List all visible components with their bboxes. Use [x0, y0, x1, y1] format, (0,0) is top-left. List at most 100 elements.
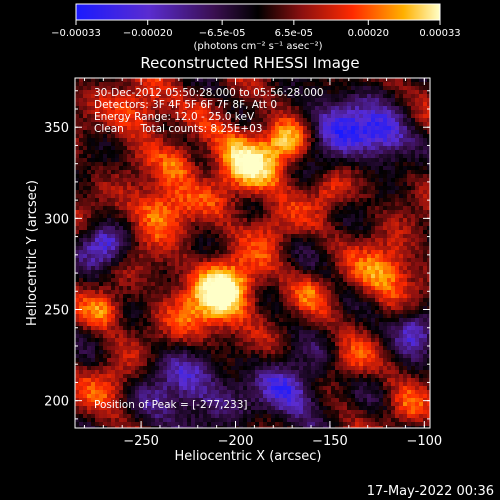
- heatmap-cell: [159, 270, 163, 274]
- heatmap-cell: [287, 266, 291, 270]
- heatmap-cell: [327, 106, 331, 110]
- heatmap-cell: [215, 110, 219, 114]
- heatmap-cell: [419, 150, 423, 154]
- heatmap-cell: [135, 222, 139, 226]
- heatmap-cell: [419, 294, 423, 298]
- heatmap-cell: [255, 234, 259, 238]
- heatmap-cell: [243, 294, 247, 298]
- heatmap-cell: [227, 294, 231, 298]
- heatmap-cell: [227, 98, 231, 102]
- heatmap-cell: [283, 194, 287, 198]
- heatmap-cell: [423, 142, 427, 146]
- heatmap-cell: [131, 82, 135, 86]
- heatmap-cell: [279, 102, 283, 106]
- heatmap-cell: [311, 218, 315, 222]
- heatmap-cell: [263, 106, 267, 110]
- heatmap-cell: [427, 230, 430, 234]
- heatmap-cell: [359, 222, 363, 226]
- heatmap-cell: [311, 94, 315, 98]
- heatmap-cell: [423, 98, 427, 102]
- heatmap-cell: [87, 146, 91, 150]
- heatmap-cell: [395, 130, 399, 134]
- heatmap-cell: [171, 154, 175, 158]
- heatmap-cell: [227, 166, 231, 170]
- heatmap-cell: [379, 274, 383, 278]
- heatmap-cell: [103, 150, 107, 154]
- heatmap-cell: [103, 186, 107, 190]
- heatmap-cell: [179, 222, 183, 226]
- heatmap-cell: [403, 210, 407, 214]
- heatmap-cell: [103, 158, 107, 162]
- heatmap-cell: [363, 78, 367, 82]
- heatmap-cell: [247, 106, 251, 110]
- heatmap-cell: [311, 250, 315, 254]
- heatmap-cell: [167, 102, 171, 106]
- heatmap-cell: [111, 298, 115, 302]
- heatmap-cell: [95, 206, 99, 210]
- heatmap-cell: [183, 86, 187, 90]
- heatmap-cell: [75, 150, 79, 154]
- heatmap-cell: [379, 94, 383, 98]
- heatmap-cell: [103, 230, 107, 234]
- heatmap-cell: [387, 234, 391, 238]
- heatmap-cell: [303, 206, 307, 210]
- heatmap-cell: [419, 122, 423, 126]
- heatmap-cell: [399, 242, 403, 246]
- heatmap-cell: [235, 222, 239, 226]
- heatmap-cell: [375, 150, 379, 154]
- heatmap-cell: [127, 154, 131, 158]
- heatmap-cell: [371, 266, 375, 270]
- heatmap-cell: [135, 170, 139, 174]
- heatmap-cell: [199, 238, 203, 242]
- heatmap-cell: [271, 98, 275, 102]
- heatmap-cell: [171, 162, 175, 166]
- heatmap-cell: [311, 114, 315, 118]
- heatmap-cell: [271, 82, 275, 86]
- heatmap-cell: [419, 142, 423, 146]
- heatmap-cell: [167, 266, 171, 270]
- heatmap-cell: [307, 202, 311, 206]
- heatmap-cell: [311, 158, 315, 162]
- heatmap-cell: [103, 282, 107, 286]
- heatmap-cell: [415, 222, 419, 226]
- heatmap-cell: [367, 270, 371, 274]
- heatmap-cell: [415, 266, 419, 270]
- heatmap-cell: [251, 298, 255, 302]
- heatmap-cell: [103, 166, 107, 170]
- heatmap-cell: [375, 90, 379, 94]
- heatmap-cell: [127, 290, 131, 294]
- heatmap-cell: [311, 262, 315, 266]
- heatmap-cell: [415, 190, 419, 194]
- heatmap-cell: [83, 142, 87, 146]
- heatmap-cell: [287, 122, 291, 126]
- heatmap-cell: [211, 190, 215, 194]
- heatmap-cell: [383, 110, 387, 114]
- heatmap-cell: [287, 98, 291, 102]
- heatmap-cell: [151, 86, 155, 90]
- heatmap-cell: [131, 110, 135, 114]
- heatmap-cell: [75, 262, 79, 266]
- heatmap-cell: [107, 266, 111, 270]
- heatmap-cell: [295, 282, 299, 286]
- heatmap-cell: [115, 258, 119, 262]
- heatmap-cell: [99, 298, 103, 302]
- heatmap-cell: [131, 102, 135, 106]
- heatmap-cell: [111, 198, 115, 202]
- heatmap-cell: [211, 98, 215, 102]
- heatmap-cell: [223, 142, 227, 146]
- heatmap-cell: [83, 274, 87, 278]
- heatmap-cell: [207, 270, 211, 274]
- heatmap-cell: [139, 166, 143, 170]
- heatmap-cell: [199, 262, 203, 266]
- heatmap-cell: [291, 242, 295, 246]
- heatmap-cell: [183, 270, 187, 274]
- heatmap-cell: [163, 238, 167, 242]
- heatmap-cell: [279, 274, 283, 278]
- heatmap-cell: [347, 290, 351, 294]
- heatmap-cell: [367, 114, 371, 118]
- heatmap-cell: [139, 86, 143, 90]
- heatmap-cell: [211, 202, 215, 206]
- heatmap-cell: [211, 150, 215, 154]
- heatmap-cell: [295, 234, 299, 238]
- heatmap-cell: [247, 118, 251, 122]
